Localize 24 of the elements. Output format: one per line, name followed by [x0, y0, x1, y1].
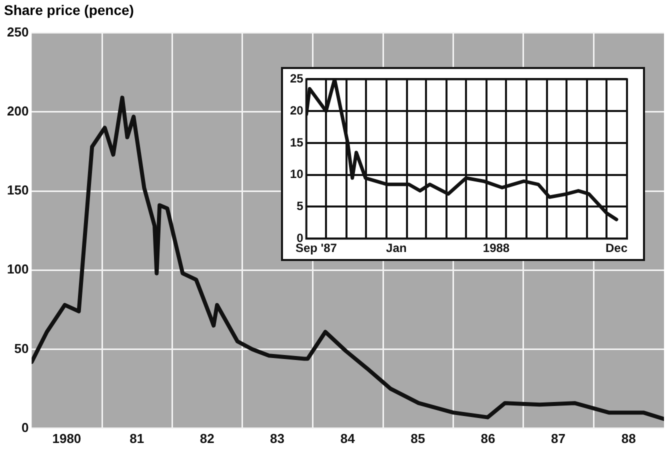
x-tick-label: 1988 — [482, 241, 510, 256]
x-tick-label: 86 — [480, 430, 496, 446]
x-tick-label: 83 — [270, 430, 284, 446]
x-tick-label: 82 — [200, 430, 214, 446]
x-tick-label: 85 — [410, 430, 426, 446]
y-tick-label: 10 — [290, 167, 304, 182]
x-tick-label: 88 — [621, 430, 636, 446]
y-tick-label: 150 — [6, 182, 29, 198]
y-axis-title: Share price (pence) — [4, 2, 134, 18]
x-tick-label: Dec — [605, 241, 628, 256]
x-tick-label: 81 — [130, 430, 144, 446]
x-tick-label: 87 — [550, 430, 566, 446]
y-tick-label: 100 — [6, 262, 29, 277]
x-tick-label: 84 — [340, 430, 356, 446]
y-tick-label: 250 — [6, 24, 29, 40]
y-tick-label: 15 — [290, 135, 304, 150]
x-tick-label: 1980 — [52, 430, 82, 446]
y-tick-label: 20 — [290, 103, 304, 118]
y-tick-label: 5 — [296, 199, 304, 214]
y-tick-label: 0 — [21, 420, 29, 435]
y-tick-label: 200 — [6, 104, 29, 118]
x-tick-label: Jan — [386, 241, 407, 256]
y-tick-label: 50 — [14, 340, 29, 356]
y-tick-label: 25 — [290, 72, 304, 86]
